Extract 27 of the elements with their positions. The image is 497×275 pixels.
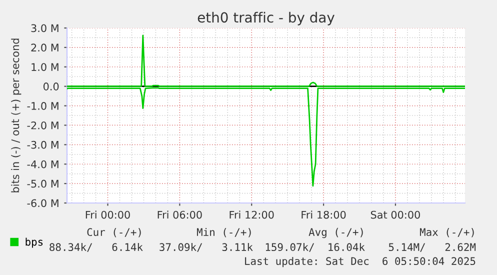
y-tick-label: -1.0 M xyxy=(27,102,58,110)
x-tick-label: Fri 12:00 xyxy=(230,210,274,219)
y-tick-label: 3.0 M xyxy=(31,24,58,32)
y-tick-label: 0.0 xyxy=(43,82,59,90)
x-tick-label: Fri 18:00 xyxy=(302,210,346,219)
x-tick-label: Fri 06:00 xyxy=(158,210,202,219)
y-tick-label: -5.0 M xyxy=(27,180,58,188)
text: Cur (-/+) xyxy=(87,228,141,238)
chart-title: eth0 traffic - by day xyxy=(198,12,334,26)
y-tick-label: -4.0 M xyxy=(27,160,58,168)
y-tick-label: 1.0 M xyxy=(32,63,58,71)
x-tick-label: Fri 00:00 xyxy=(86,210,130,219)
text: 5.14M/ 2.62M xyxy=(388,243,476,252)
y-axis-title: bits in (-) / out (+) per second xyxy=(11,38,22,192)
text: Avg (-/+) xyxy=(308,228,363,238)
text: 37.09k/ 3.11k xyxy=(160,242,253,252)
x-tick-label: Sat 00:00 xyxy=(370,210,420,219)
text: 88.34k/ 6.14k xyxy=(50,242,143,252)
legend-label: bps xyxy=(26,238,43,248)
y-tick-label: 2.0 M xyxy=(31,44,58,52)
y-tick-label: -2.0 M xyxy=(27,121,58,130)
y-tick-label: -6.0 M xyxy=(27,199,58,208)
text: Last update: Sat Dec 6 05:50:04 2025 xyxy=(245,256,476,268)
y-tick-label: -3.0 M xyxy=(27,140,58,149)
text: Min (-/+) xyxy=(196,228,251,238)
text: Max (-/+) xyxy=(420,228,474,238)
text: 159.07k/ 16.04k xyxy=(266,242,365,252)
